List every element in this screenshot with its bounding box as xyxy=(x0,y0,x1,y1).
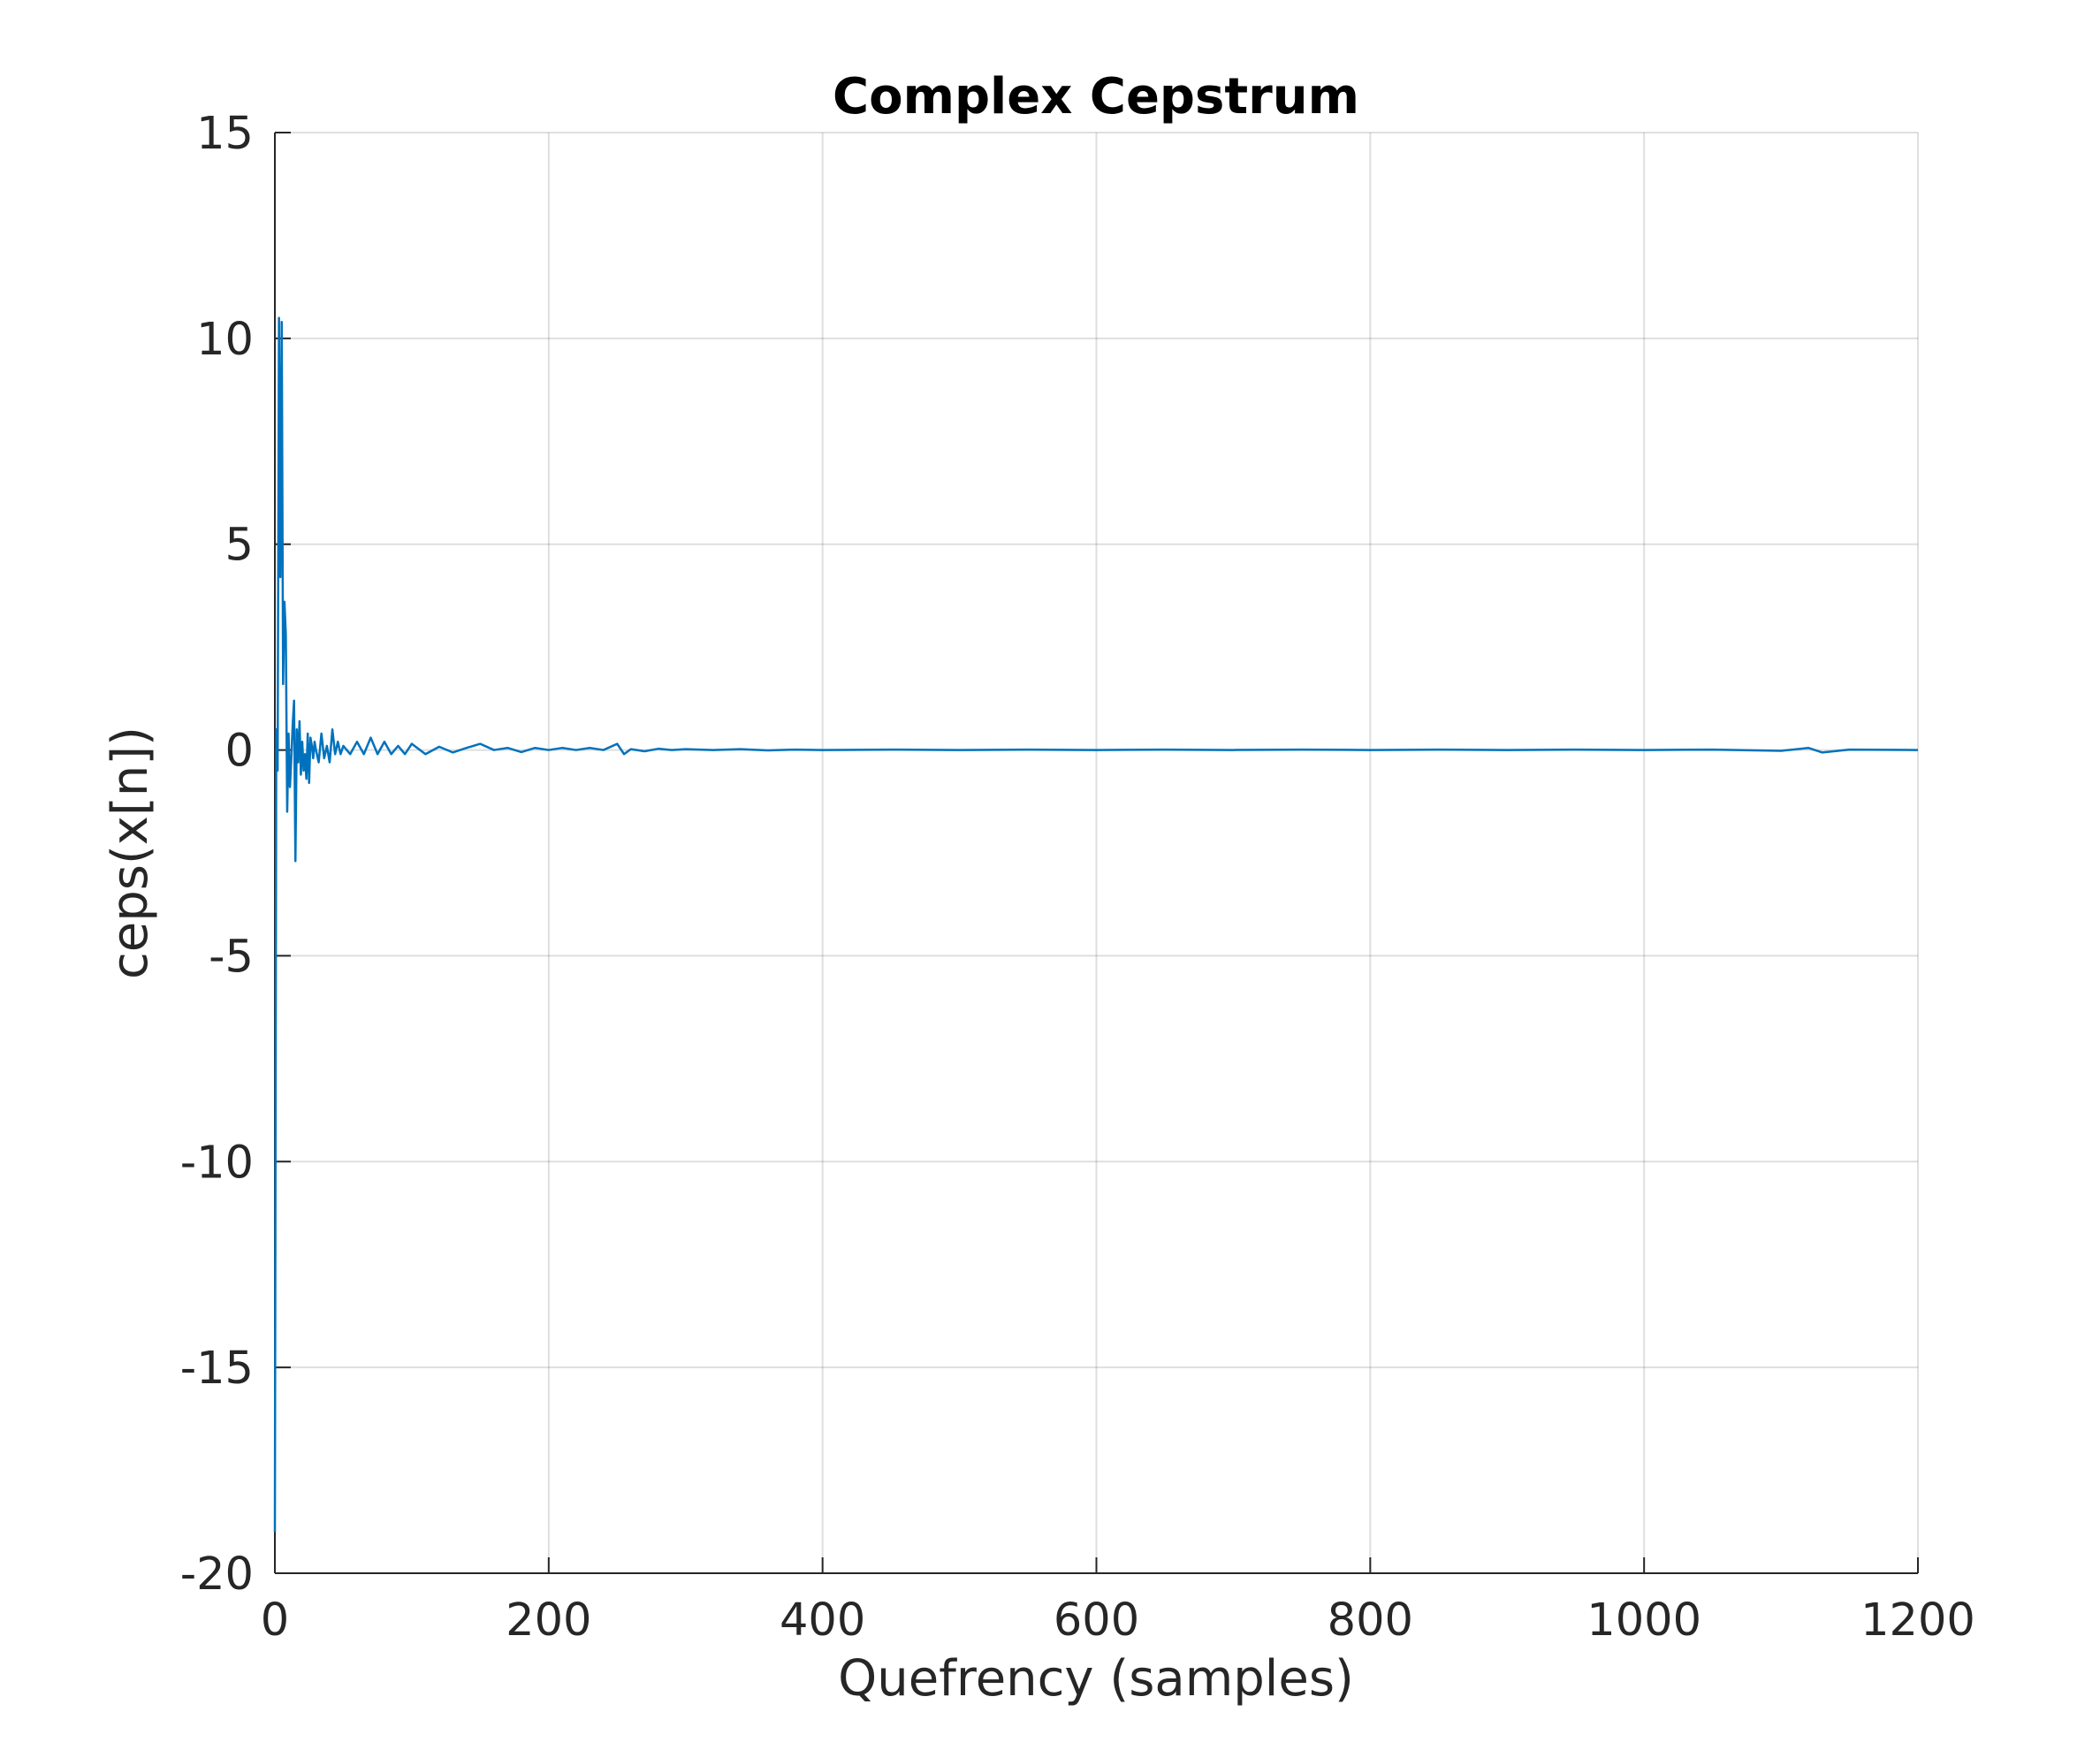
y-tick-label: 15 xyxy=(196,108,254,160)
y-tick-label: -5 xyxy=(209,931,254,983)
y-tick-label: 5 xyxy=(225,520,254,572)
x-tick-label: 800 xyxy=(1328,1594,1413,1647)
y-tick-label: 10 xyxy=(196,314,254,366)
x-tick-label: 1200 xyxy=(1860,1594,1975,1647)
y-tick-label: -20 xyxy=(180,1548,254,1601)
y-tick-label: -10 xyxy=(180,1137,254,1189)
y-axis-label: ceps(x[n]) xyxy=(102,727,159,979)
series-line xyxy=(273,316,1919,1533)
chart-title: Complex Cepstrum xyxy=(833,68,1359,126)
tick-labels: 0 200 400 600 800 1000 1200 -20 -15 -10 -5 0 5 10 15 xyxy=(180,108,1975,1647)
y-tick-label: -15 xyxy=(180,1343,254,1395)
x-tick-label: 200 xyxy=(506,1594,591,1647)
x-tick-label: 400 xyxy=(780,1594,865,1647)
plot-area xyxy=(273,316,1919,1533)
x-tick-label: 1000 xyxy=(1586,1594,1701,1647)
x-tick-label: 600 xyxy=(1054,1594,1139,1647)
x-tick-label: 0 xyxy=(261,1594,289,1647)
grid xyxy=(274,132,1919,1574)
y-tick-label: 0 xyxy=(225,726,254,778)
x-axis-label: Quefrency (samples) xyxy=(838,1650,1354,1708)
